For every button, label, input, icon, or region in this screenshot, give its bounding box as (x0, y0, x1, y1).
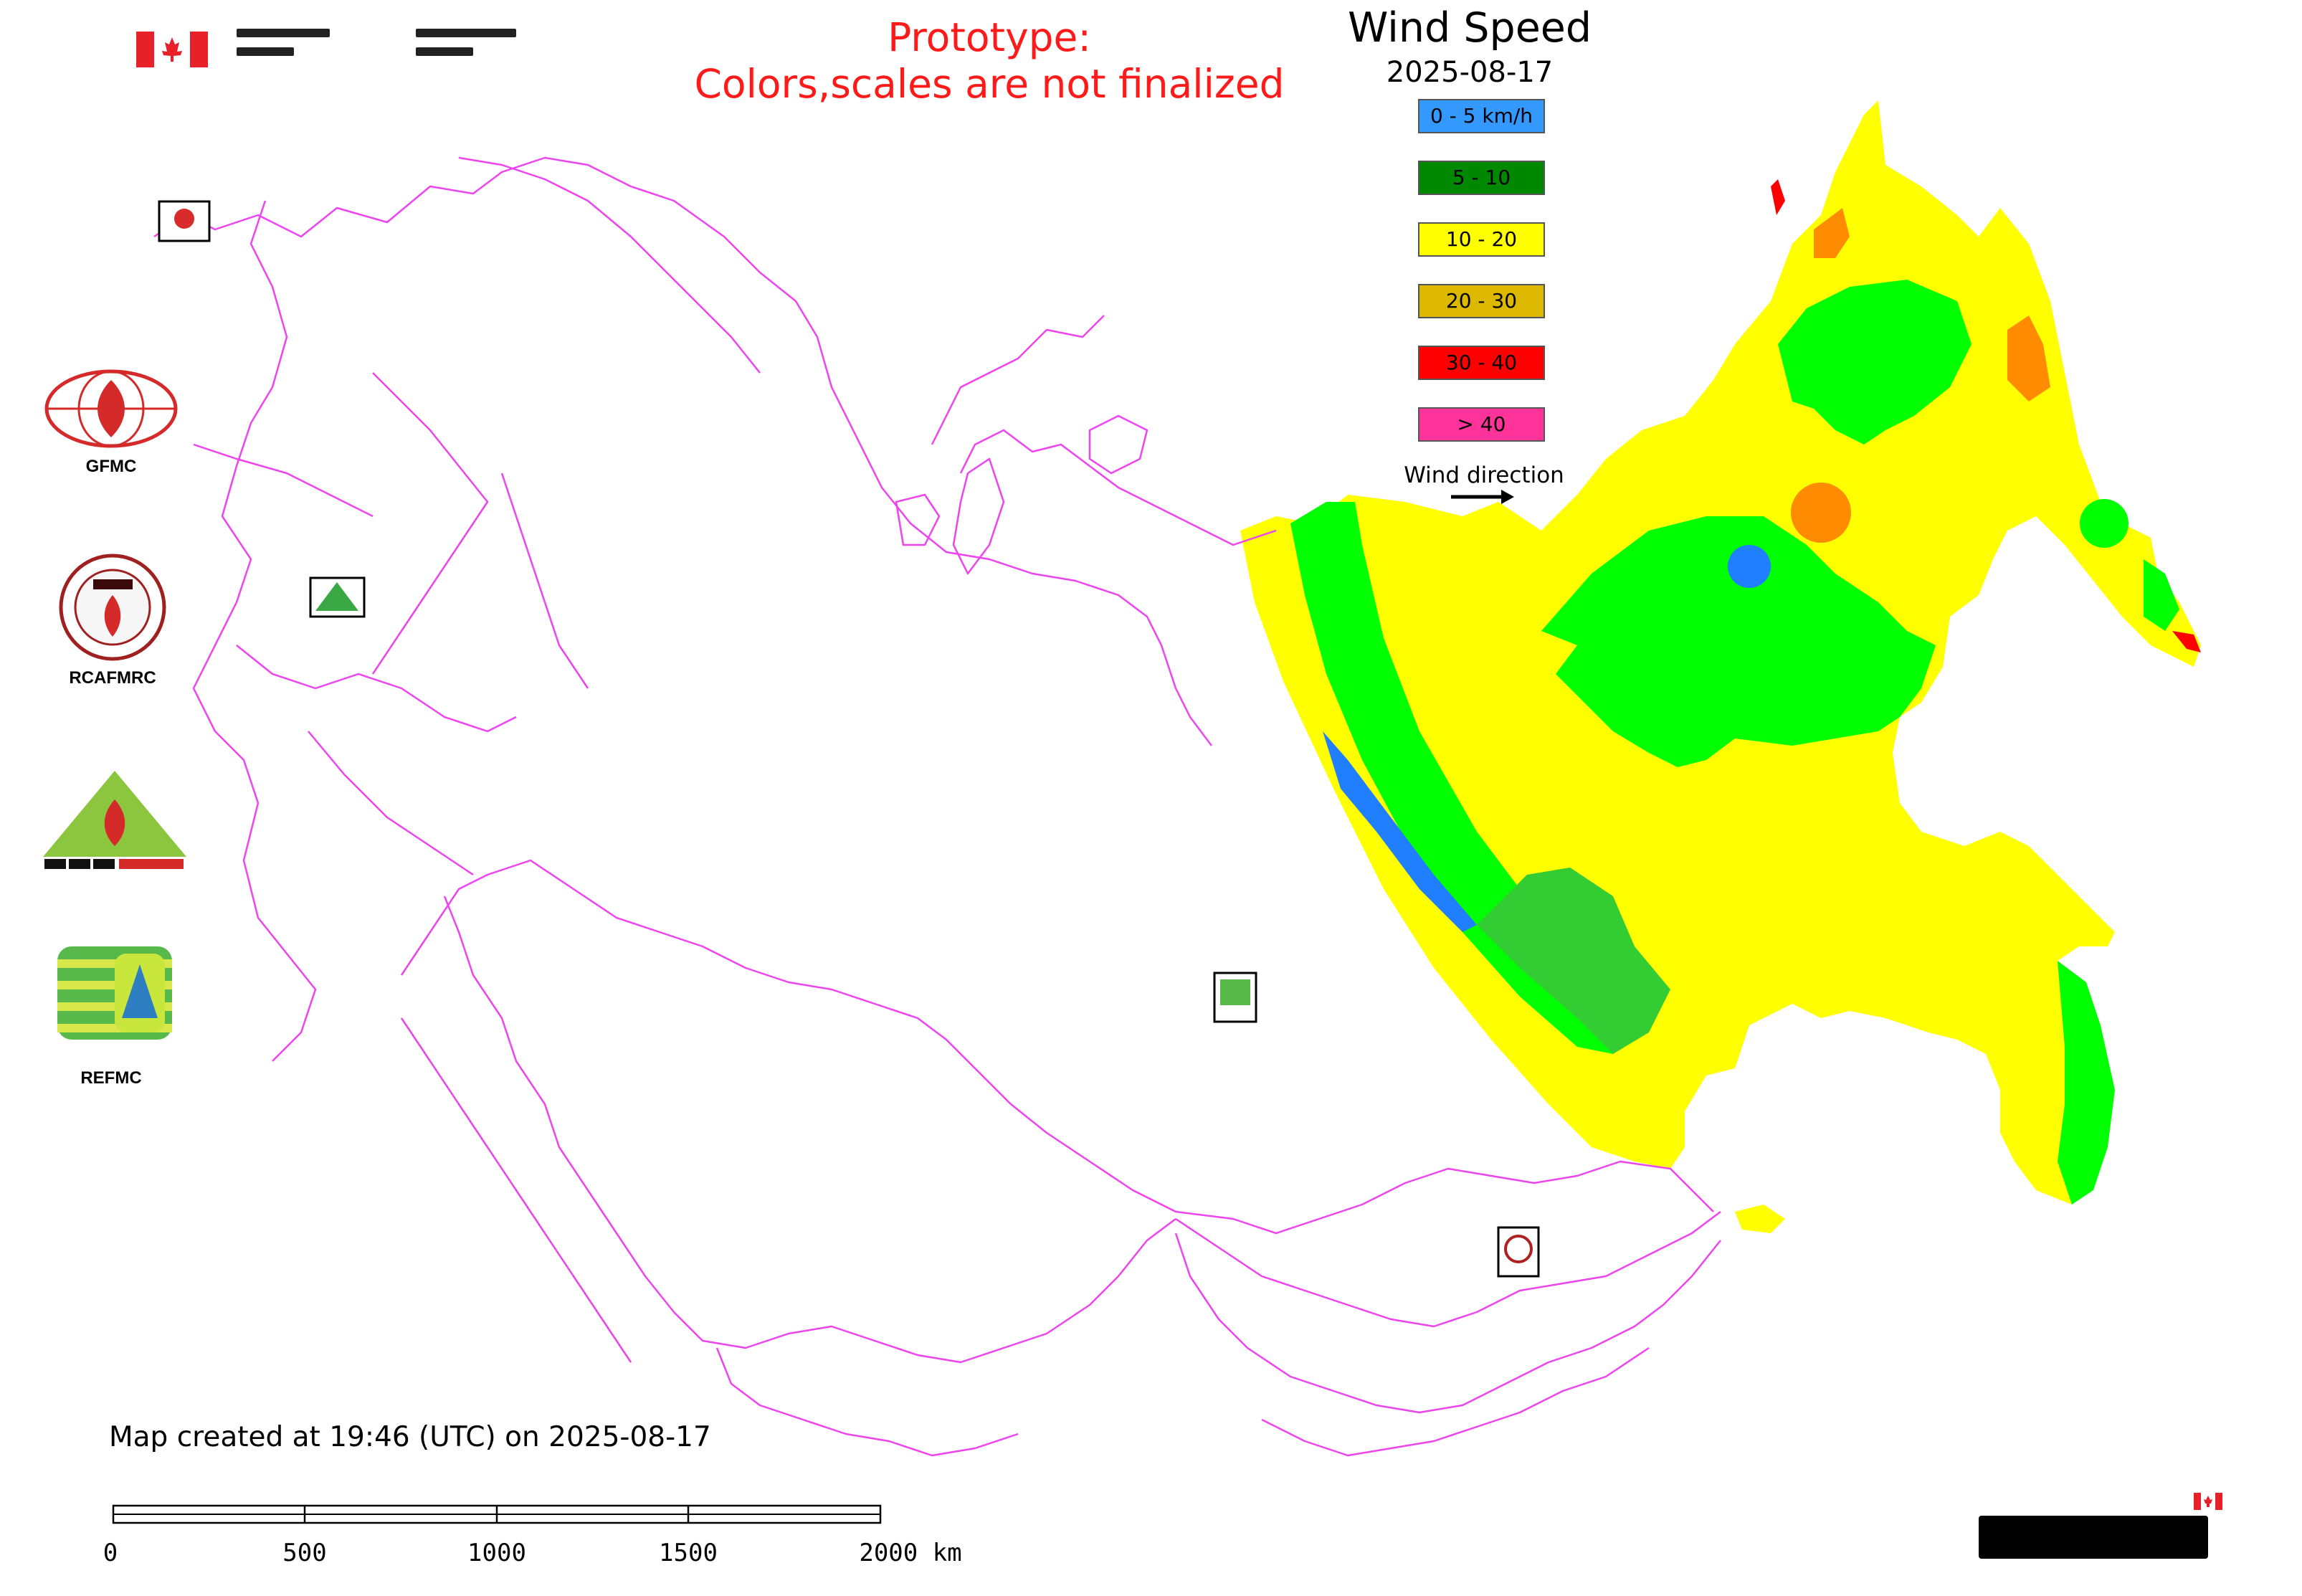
scale-label-1500: 1500 (659, 1539, 718, 1567)
legend-item: > 40 (1418, 407, 1545, 442)
wind-direction-arrow-icon (1451, 490, 1514, 504)
legend-item: 20 - 30 (1418, 284, 1545, 318)
zone-10-20-island (1735, 1205, 1785, 1233)
side-logo-label-gfmc: GFMC (85, 457, 137, 476)
zone-30-40-east (2172, 631, 2201, 652)
side-logo-label-rcafmrc: RCAFMRC (69, 668, 156, 688)
zone-0-5-band (1323, 731, 1477, 932)
government-wordmark (1979, 1493, 2222, 1559)
organization-signature-fr (416, 29, 516, 72)
zone-5-10-east-spot (2080, 499, 2129, 548)
legend-item: 10 - 20 (1418, 222, 1545, 257)
zone-20-30-spot (1791, 483, 1851, 543)
map-inset-logos (158, 200, 1540, 1278)
map-created-timestamp: Map created at 19:46 (UTC) on 2025-08-17 (109, 1421, 711, 1453)
country-boundaries (153, 156, 1721, 1457)
gfmc-logo-icon (44, 369, 178, 448)
zone-5-10-dark (1477, 868, 1670, 1054)
legend-date: 2025-08-17 (1386, 56, 1554, 89)
zone-5-10-southeast (2058, 961, 2115, 1205)
scale-label-0: 0 (103, 1539, 118, 1567)
reefmc-logo-icon (43, 771, 186, 871)
legend-title: Wind Speed (1347, 4, 1592, 52)
zone-30-40-island (1771, 179, 1785, 215)
zone-5-10-central (1541, 516, 1936, 767)
scale-label-500: 500 (282, 1539, 327, 1567)
wind-speed-zones (1240, 100, 2201, 1233)
wordmark-flag-icon (2194, 1493, 2222, 1510)
legend-item: 5 - 10 (1418, 161, 1545, 195)
prototype-line-2: Colors,scales are not finalized (694, 61, 1285, 107)
scale-label-2000: 2000 km (859, 1539, 962, 1567)
wind-direction-label: Wind direction (1404, 462, 1564, 488)
zone-0-5-spot (1728, 545, 1771, 588)
refmc-logo-icon (57, 946, 172, 1040)
legend-item: 30 - 40 (1418, 346, 1545, 380)
zone-5-10-east-coast (2144, 559, 2179, 631)
prototype-line-1: Prototype: (888, 14, 1091, 60)
zone-5-10-band (1290, 502, 1649, 1054)
zone-5-10-north (1778, 280, 1972, 445)
scale-label-1000: 1000 (467, 1539, 526, 1567)
legend-item: 0 - 5 km/h (1418, 99, 1545, 133)
zone-20-30-east (2007, 315, 2050, 402)
zone-20-30-north (1814, 208, 1850, 258)
scale-bar: 0 500 1000 1500 2000 km (100, 1496, 975, 1574)
organization-signature (237, 29, 337, 72)
rcafmrc-logo-icon (59, 554, 166, 661)
side-logo-label-refmc: REFMC (80, 1068, 142, 1088)
flag-icon (136, 32, 208, 67)
scale-bar-graphic (112, 1504, 882, 1524)
prototype-notice: Prototype: Colors,scales are not finaliz… (631, 14, 1348, 108)
